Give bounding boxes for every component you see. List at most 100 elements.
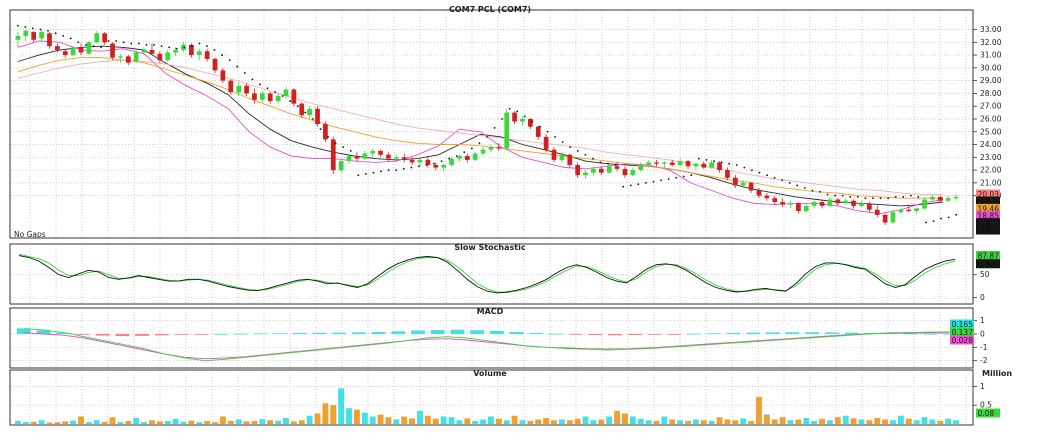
candle-body (252, 93, 257, 100)
candle-body (551, 149, 557, 160)
candle-body (196, 51, 202, 56)
volume-bar (913, 420, 920, 424)
volume-bar (779, 417, 786, 424)
macd-histogram-bar (351, 332, 366, 334)
volume-bar (290, 421, 297, 424)
sar-dot (145, 43, 148, 46)
candle-body (654, 162, 659, 164)
value-label: 0.028 (952, 336, 974, 345)
volume-bar (46, 422, 53, 424)
axis-tick-label: 24.00 (980, 140, 1002, 149)
macd-histogram-bar (489, 331, 504, 334)
sar-dot (274, 91, 276, 94)
candle-body (598, 168, 604, 173)
sar-dot (92, 45, 95, 48)
candle-body (890, 212, 896, 223)
volume-bar (535, 419, 542, 424)
sar-dot (455, 155, 458, 157)
volume-bar (882, 419, 889, 424)
axis-tick-label: 32.00 (980, 38, 1002, 47)
candle-body (780, 202, 785, 205)
sar-dot (410, 166, 413, 169)
candle-body (725, 170, 730, 178)
sar-dot (887, 197, 890, 200)
macd-histogram-bar (154, 334, 169, 336)
sar-dot (766, 174, 768, 177)
stochastic-k-line (18, 255, 956, 294)
candle-body (362, 153, 368, 159)
sar-dot (334, 142, 337, 145)
sar-dot (380, 170, 382, 173)
axis-tick-label: -1 (980, 343, 988, 352)
candle-body (157, 53, 163, 61)
candle-body (638, 164, 644, 171)
sar-dot (720, 161, 723, 164)
sar-dot (932, 220, 935, 223)
candle-body (591, 168, 596, 173)
volume-bar (409, 418, 416, 424)
macd-histogram-bar (36, 330, 51, 334)
sar-dot (130, 42, 133, 45)
volume-bar (629, 416, 636, 424)
macd-histogram-bar (194, 334, 209, 335)
candle-body (527, 118, 533, 127)
volume-bar (180, 421, 187, 424)
candle-body (31, 32, 37, 40)
axis-tick-label: 23.00 (980, 153, 1002, 162)
volume-bar (582, 416, 589, 424)
volume-bar (740, 418, 747, 424)
candle-body (291, 89, 297, 104)
sar-dot (387, 169, 390, 171)
sar-dot (175, 47, 178, 50)
macd-line (23, 328, 950, 362)
sar-dot (925, 221, 927, 224)
candle-body (937, 196, 943, 201)
candle-body (622, 168, 628, 176)
candle-body (94, 33, 100, 43)
candle-body (125, 56, 131, 63)
volume-bar (929, 419, 936, 424)
sar-dot (947, 216, 950, 219)
volume-bar (826, 420, 833, 424)
candle-body (953, 196, 959, 199)
sar-dot (153, 43, 155, 46)
axis-tick-label: 50 (980, 270, 990, 279)
axis-tick-label: 21.00 (980, 178, 1002, 187)
volume-bar (227, 420, 234, 424)
sar-dot (501, 118, 504, 120)
value-label: 20.03 (978, 190, 1000, 199)
sar-dot (206, 45, 208, 48)
stochastic-panel-title: Slow Stochastic (454, 243, 525, 252)
volume-bar (283, 417, 289, 424)
candle-body (401, 157, 407, 160)
macd-histogram-bar (687, 333, 701, 335)
macd-histogram-bar (253, 333, 268, 335)
candle-body (914, 208, 920, 211)
volume-bar (440, 416, 447, 424)
volume-bar (393, 419, 400, 424)
volume-bar (890, 420, 896, 424)
sar-dot (819, 190, 821, 193)
axis-tick-label: 22.00 (980, 166, 1002, 175)
volume-bar (417, 410, 423, 424)
sar-dot (667, 178, 670, 180)
sar-dot (296, 105, 299, 108)
macd-histogram-bar (273, 333, 287, 334)
sar-dot (259, 83, 261, 86)
value-label: 19.46 (978, 204, 1000, 213)
volume-bar (219, 416, 226, 424)
candle-body (259, 93, 265, 100)
candle-body (472, 153, 478, 160)
candle-body (23, 30, 29, 36)
candle-body (866, 203, 872, 210)
sar-dot (357, 174, 360, 177)
sar-dot (629, 184, 632, 187)
candle-body (102, 33, 108, 43)
sar-dot (894, 196, 897, 198)
macd-histogram-bar (824, 332, 839, 334)
volume-bar (756, 396, 762, 424)
sar-dot (599, 161, 602, 164)
volume-bar (953, 420, 960, 424)
volume-bar (858, 419, 865, 424)
